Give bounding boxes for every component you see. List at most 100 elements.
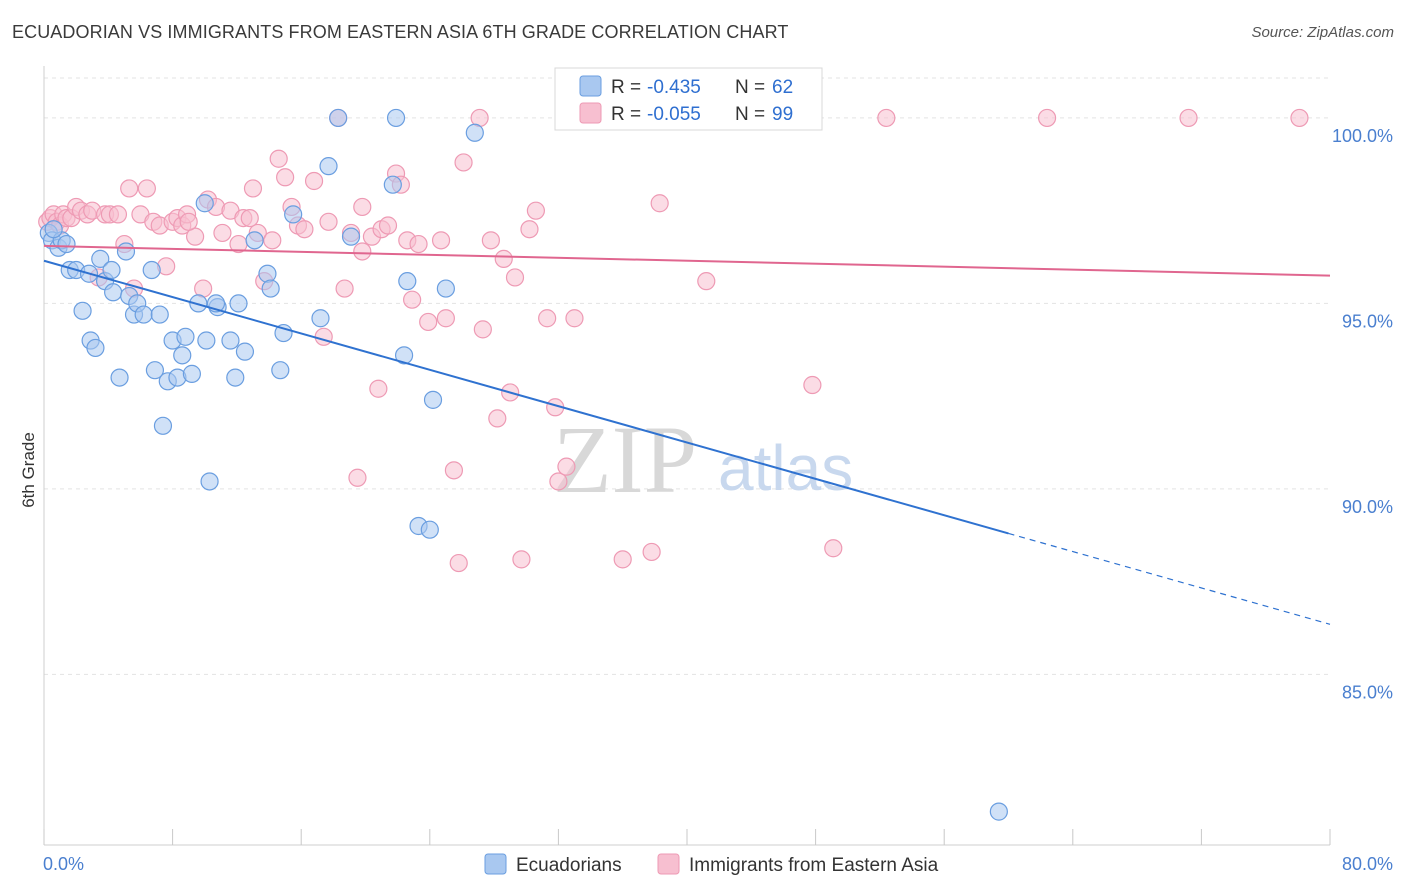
- immigrants-point-82: [565, 309, 584, 328]
- y-axis-label: 6th Grade: [19, 432, 38, 508]
- legend-n-value-blue: 62: [772, 77, 793, 98]
- immigrants-point-75: [512, 550, 531, 569]
- immigrants-point-95: [1290, 108, 1309, 128]
- legend-n-label-pink: N =: [735, 104, 765, 125]
- ecuadorians-point-11: [86, 338, 105, 358]
- immigrants-point-52: [353, 242, 372, 261]
- immigrants-point-63: [431, 231, 451, 250]
- immigrants-point-93: [1037, 108, 1057, 128]
- ecuadorians-point-60: [465, 123, 484, 142]
- immigrants-point-62: [419, 312, 438, 332]
- y-tick-label-3: 100.0%: [1332, 126, 1393, 146]
- immigrants-point-98: [353, 197, 372, 217]
- ecuadorians-point-30: [176, 327, 195, 346]
- immigrants-point-77: [526, 201, 545, 220]
- immigrants-point-92: [877, 108, 896, 128]
- immigrants-point-32: [213, 223, 232, 243]
- series-ecuadorians: [39, 108, 1008, 821]
- immigrants-point-67: [454, 153, 473, 172]
- legend-r-value-pink: -0.055: [647, 104, 701, 125]
- ecuadorians-point-59: [436, 279, 455, 298]
- y-tick-labels: 85.0% 90.0% 95.0% 100.0%: [1332, 126, 1393, 702]
- legend-r-label-pink: R =: [611, 104, 641, 125]
- immigrants-point-90: [803, 375, 822, 395]
- immigrants-point-46: [314, 327, 333, 346]
- ecuadorians-point-15: [104, 283, 123, 302]
- immigrants-point-76: [520, 220, 539, 239]
- y-tick-label-0: 85.0%: [1342, 682, 1393, 702]
- ecuadorians-point-24: [150, 305, 169, 324]
- trend-line-ecuadorians: [43, 259, 1009, 535]
- ecuadorians-point-12: [91, 249, 110, 268]
- immigrants-point-87: [650, 194, 669, 213]
- immigrants-point-65: [444, 461, 464, 480]
- immigrants-point-84: [613, 550, 632, 569]
- ecuadorians-point-44: [261, 279, 280, 298]
- x-tick-min: 0.0%: [43, 854, 84, 874]
- immigrants-point-49: [335, 279, 354, 298]
- immigrants-point-45: [304, 171, 324, 191]
- watermark-atlas: atlas: [718, 432, 853, 504]
- ecuadorians-point-5: [57, 234, 76, 254]
- immigrants-point-56: [378, 216, 398, 235]
- series-immigrants-eastern-asia: [38, 108, 1309, 573]
- immigrants-point-40: [269, 149, 288, 168]
- ecuadorians-point-23: [145, 361, 165, 380]
- legend-r-value-blue: -0.435: [647, 77, 701, 98]
- immigrants-point-80: [549, 472, 568, 491]
- ecuadorians-point-33: [195, 194, 214, 213]
- ecuadorians-point-58: [423, 390, 443, 409]
- y-tick-label-2: 95.0%: [1342, 311, 1393, 331]
- legend-label-immigrants: Immigrants from Eastern Asia: [689, 855, 939, 876]
- immigrants-point-66: [449, 553, 468, 573]
- ecuadorians-point-22: [142, 260, 161, 280]
- y-tick-label-1: 90.0%: [1342, 497, 1393, 517]
- ecuadorians-point-16: [110, 368, 129, 387]
- axes: [43, 66, 1331, 846]
- ecuadorians-point-8: [73, 301, 92, 320]
- immigrants-point-41: [276, 168, 295, 187]
- ecuadorians-point-51: [341, 227, 361, 246]
- ecuadorians-point-25: [153, 416, 173, 435]
- ecuadorians-point-50: [329, 108, 348, 128]
- immigrants-point-70: [481, 231, 500, 250]
- watermark-zip: ZIP: [553, 406, 697, 513]
- ecuadorians-point-17: [116, 242, 136, 261]
- ecuadorians-point-42: [245, 231, 264, 250]
- legend-swatch-pink: [579, 102, 602, 124]
- legend-r-label-blue: R =: [611, 77, 641, 98]
- stats-legend: R = -0.435 N = 62 R = -0.055 N = 99: [554, 67, 823, 131]
- immigrants-point-94: [1179, 108, 1198, 128]
- legend-swatch-immigrants: [657, 853, 680, 875]
- immigrants-point-61: [409, 234, 428, 254]
- immigrants-point-54: [369, 379, 388, 398]
- legend-n-label-blue: N =: [735, 77, 765, 98]
- series-legend: Ecuadorians Immigrants from Eastern Asia: [484, 853, 939, 876]
- immigrants-point-44: [295, 220, 314, 239]
- immigrants-point-64: [436, 309, 455, 328]
- immigrants-point-47: [319, 212, 338, 231]
- immigrants-point-17: [120, 179, 139, 198]
- ecuadorians-point-57: [420, 520, 439, 539]
- legend-n-value-pink: 99: [772, 104, 793, 125]
- ecuadorians-point-61: [989, 802, 1008, 821]
- ecuadorians-point-14: [102, 260, 121, 280]
- ecuadorians-point-35: [200, 472, 219, 491]
- immigrants-point-81: [557, 457, 576, 476]
- ecuadorians-point-29: [173, 346, 192, 365]
- chart-title: ECUADORIAN VS IMMIGRANTS FROM EASTERN AS…: [12, 22, 789, 42]
- immigrants-point-15: [108, 205, 128, 224]
- ecuadorians-point-4: [44, 220, 63, 239]
- ecuadorians-point-47: [284, 205, 303, 224]
- ecuadorians-point-31: [182, 364, 201, 383]
- immigrants-point-51: [348, 468, 367, 487]
- immigrants-point-91: [824, 539, 843, 558]
- legend-label-ecuadorians: Ecuadorians: [516, 855, 622, 876]
- immigrants-point-71: [488, 409, 507, 428]
- ecuadorians-point-49: [319, 157, 338, 176]
- ecuadorians-point-38: [221, 331, 240, 350]
- ecuadorians-point-21: [134, 305, 153, 324]
- ecuadorians-point-53: [386, 108, 406, 128]
- immigrants-point-72: [494, 249, 513, 268]
- legend-swatch-ecuadorians: [484, 853, 507, 875]
